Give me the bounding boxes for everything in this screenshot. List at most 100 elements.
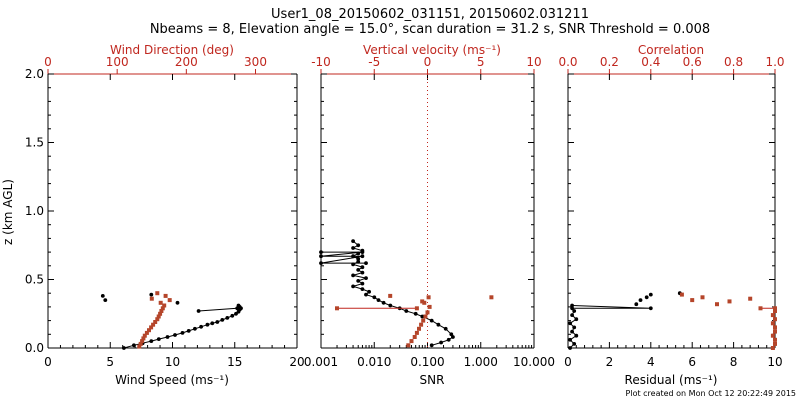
red-data-point xyxy=(417,326,421,331)
red-data-point xyxy=(773,325,777,330)
top-tick-label: 0.8 xyxy=(724,55,743,69)
black-data-point xyxy=(570,313,574,317)
black-data-point xyxy=(570,306,574,311)
black-data-point xyxy=(149,292,154,297)
red-data-point xyxy=(409,339,414,344)
black-data-point xyxy=(572,309,577,313)
red-data-point xyxy=(335,306,339,311)
black-data-point xyxy=(439,340,443,345)
bottom-tick-label: 0 xyxy=(44,355,52,369)
black-data-point xyxy=(364,261,368,265)
black-data-point xyxy=(215,320,220,324)
black-data-point xyxy=(572,325,577,330)
black-data-point xyxy=(429,318,434,323)
y-tick-label: 1.0 xyxy=(25,204,44,218)
black-data-point xyxy=(196,309,201,313)
top-tick-label: 100 xyxy=(106,55,129,69)
red-data-point xyxy=(158,311,163,316)
black-series-line xyxy=(569,305,651,349)
y-tick-label: 2.0 xyxy=(25,67,44,81)
black-data-point xyxy=(381,300,386,305)
black-data-point xyxy=(638,298,643,302)
black-data-point xyxy=(235,306,240,311)
top-tick-label: 0 xyxy=(424,55,432,69)
red-data-point xyxy=(773,337,777,342)
top-tick-label: 0.0 xyxy=(558,55,577,69)
correlation-axis-label: Correlation xyxy=(638,43,704,57)
black-data-point xyxy=(103,298,108,302)
red-data-point xyxy=(159,309,164,313)
black-data-point xyxy=(360,254,365,259)
red-data-point xyxy=(770,313,775,318)
red-data-point xyxy=(155,291,160,296)
black-data-point xyxy=(175,300,180,305)
black-data-point xyxy=(360,270,365,275)
red-data-point xyxy=(489,295,494,300)
red-data-point xyxy=(155,317,160,322)
red-data-point xyxy=(773,306,777,311)
top-tick-label: -10 xyxy=(311,55,331,69)
red-data-point xyxy=(679,292,684,297)
plot-created-note: Plot created on Mon Oct 12 20:22:49 2015 xyxy=(626,389,796,398)
bottom-tick-label: 0.001 xyxy=(304,355,338,369)
red-data-point xyxy=(142,333,147,338)
black-data-point xyxy=(205,322,210,327)
red-data-point xyxy=(770,333,775,338)
black-data-point xyxy=(388,303,393,308)
y-tick-label: 1.5 xyxy=(25,136,44,150)
black-series-line xyxy=(198,307,238,312)
red-data-point xyxy=(153,320,158,324)
black-data-point xyxy=(351,284,355,289)
black-data-point xyxy=(360,281,365,286)
black-data-point xyxy=(165,335,170,339)
snr-axis-label: SNR xyxy=(420,373,445,387)
red-data-point xyxy=(160,306,165,311)
red-data-point xyxy=(773,329,777,334)
black-data-point xyxy=(360,265,365,270)
bottom-tick-label: 10 xyxy=(165,355,180,369)
black-data-point xyxy=(364,292,368,297)
black-data-point xyxy=(568,337,572,342)
black-data-point xyxy=(319,254,323,259)
black-data-point xyxy=(356,279,361,283)
black-data-point xyxy=(225,316,230,320)
red-data-point xyxy=(423,314,428,319)
black-data-point xyxy=(568,321,572,326)
black-data-point xyxy=(149,339,154,343)
bottom-tick-label: 15 xyxy=(227,355,242,369)
black-data-point xyxy=(404,309,409,313)
black-data-point xyxy=(648,292,653,297)
black-data-point xyxy=(156,337,161,341)
black-data-point xyxy=(648,306,653,311)
black-data-point xyxy=(376,298,381,302)
black-series-line xyxy=(320,251,366,264)
bottom-tick-label: 10.000 xyxy=(513,355,555,369)
bottom-tick-label: 4 xyxy=(647,355,655,369)
black-data-point xyxy=(570,329,574,334)
black-data-point xyxy=(574,317,579,322)
red-data-point xyxy=(426,295,431,300)
black-data-point xyxy=(372,295,377,300)
black-data-point xyxy=(644,295,649,300)
top-tick-label: 200 xyxy=(175,55,198,69)
red-data-point xyxy=(419,322,424,327)
red-data-point xyxy=(406,343,411,348)
top-tick-label: 0.2 xyxy=(600,55,619,69)
bottom-tick-label: 20 xyxy=(289,355,304,369)
bottom-tick-label: 2 xyxy=(606,355,614,369)
black-data-point xyxy=(122,346,126,350)
black-data-point xyxy=(360,287,365,291)
black-data-point xyxy=(413,311,418,316)
top-tick-label: 10 xyxy=(526,55,541,69)
black-data-point xyxy=(230,313,235,318)
red-data-point xyxy=(414,306,419,311)
bottom-tick-label: 10 xyxy=(767,355,782,369)
height-axis-label: z (km AGL) xyxy=(1,179,15,245)
bottom-tick-label: 6 xyxy=(688,355,696,369)
red-data-point xyxy=(748,296,753,301)
top-tick-label: 1.0 xyxy=(765,55,784,69)
red-data-point xyxy=(156,314,161,319)
y-tick-label: 0.0 xyxy=(25,341,44,355)
red-data-point xyxy=(138,341,143,346)
